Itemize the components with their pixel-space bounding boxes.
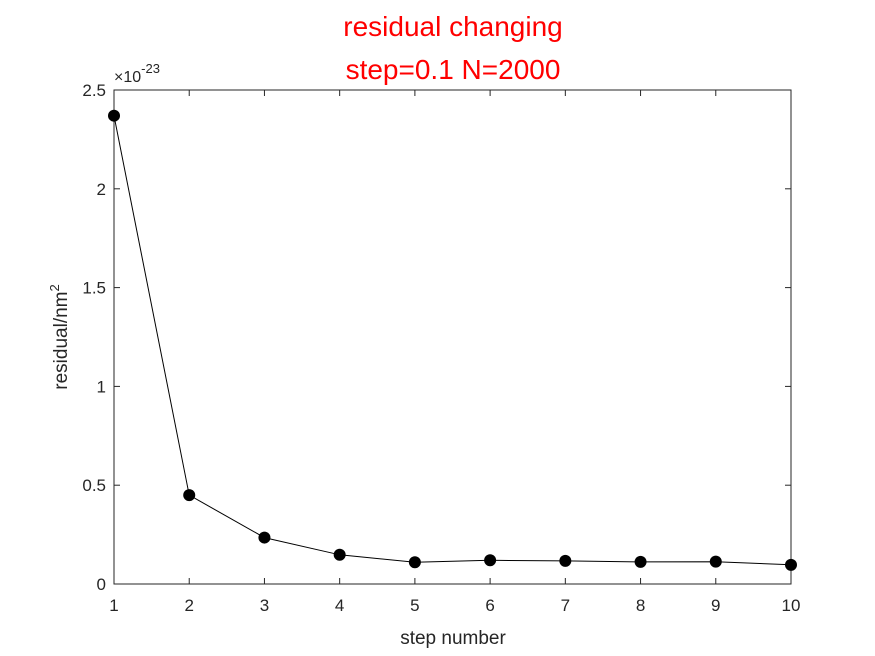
y-tick-label: 2 <box>97 180 106 199</box>
y-tick-label: 1 <box>97 377 106 396</box>
chart-title-line-2: step=0.1 N=2000 <box>346 54 561 85</box>
x-tick-label: 10 <box>782 596 801 615</box>
x-tick-label: 6 <box>485 596 494 615</box>
y-axis-label: residual/nm2 <box>47 284 72 389</box>
data-point <box>183 489 196 502</box>
y-tick-label: 1.5 <box>82 279 106 298</box>
x-tick-label: 3 <box>260 596 269 615</box>
data-point <box>559 554 572 567</box>
data-point <box>108 109 120 122</box>
data-point <box>785 558 797 571</box>
series-line <box>113 115 792 566</box>
y-axis-ticks: 0 0.5 1 1.5 2 2.5 <box>82 81 791 594</box>
chart-title-line-1: residual changing <box>343 11 563 42</box>
y-exponent-power: -23 <box>141 61 160 76</box>
axes-box <box>113 89 792 585</box>
x-tick-label: 4 <box>335 596 344 615</box>
y-exponent-base: ×10 <box>114 69 141 86</box>
y-axis-label-superscript: 2 <box>47 284 62 291</box>
x-tick-label: 8 <box>636 596 645 615</box>
data-point <box>333 548 346 561</box>
data-point <box>709 555 722 568</box>
x-axis-ticks: 1 2 3 4 5 6 7 8 9 10 <box>109 90 800 615</box>
x-tick-label: 7 <box>561 596 570 615</box>
data-point <box>634 555 647 568</box>
data-point <box>408 556 421 569</box>
x-tick-label: 2 <box>184 596 193 615</box>
data-point <box>484 554 497 567</box>
x-tick-label: 5 <box>410 596 419 615</box>
x-axis-label: step number <box>400 628 506 649</box>
x-tick-label: 1 <box>109 596 118 615</box>
series-layer <box>108 109 797 571</box>
x-tick-label: 9 <box>711 596 720 615</box>
data-point <box>258 531 271 544</box>
y-axis-label-base: residual/nm <box>51 292 72 390</box>
y-tick-label: 0 <box>97 575 106 594</box>
y-tick-label: 2.5 <box>82 81 106 100</box>
y-tick-label: 0.5 <box>82 476 106 495</box>
y-exponent-label: ×10-23 <box>114 61 160 86</box>
